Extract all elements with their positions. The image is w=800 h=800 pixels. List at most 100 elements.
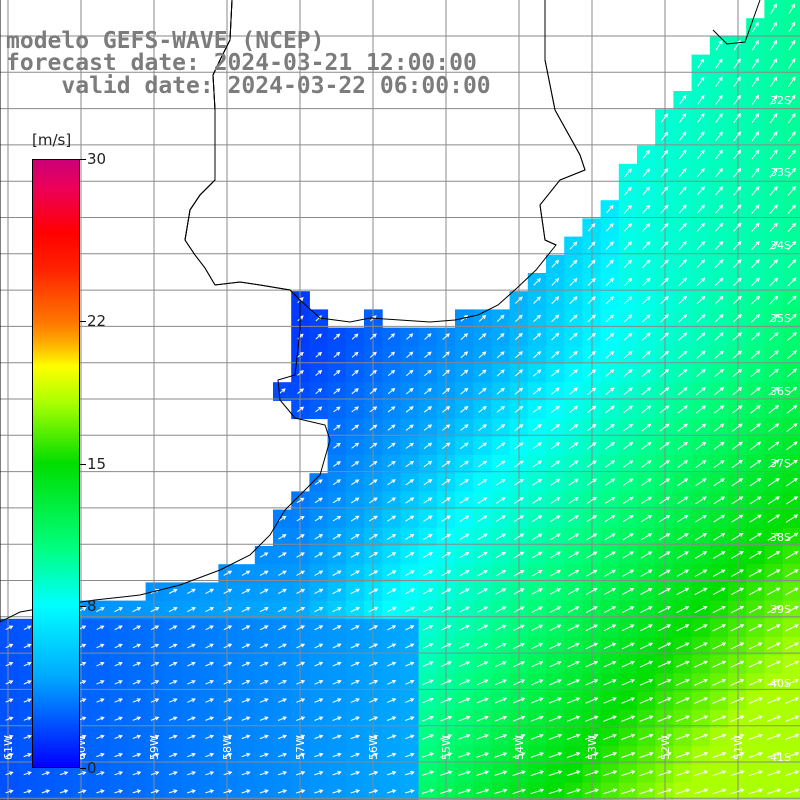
wind-arrow (697, 76, 705, 87)
wind-arrow (205, 661, 215, 667)
wind-arrow (677, 441, 689, 450)
wind-arrow (150, 752, 160, 758)
wind-arrow (440, 661, 452, 668)
colorbar-tick-mark (80, 463, 86, 465)
wind-arrow (769, 58, 778, 69)
wind-arrow (514, 405, 524, 413)
lon-label: 51W (732, 735, 745, 760)
wind-arrow (476, 752, 490, 758)
wind-arrow (657, 678, 672, 686)
wind-arrow (241, 607, 251, 613)
wind-arrow (496, 442, 506, 450)
colorbar-tick-label: 0 (87, 759, 97, 777)
wind-arrow (731, 478, 744, 487)
wind-arrow (187, 588, 196, 595)
wind-arrow (368, 661, 379, 667)
wind-arrow (641, 332, 651, 341)
wind-arrow (496, 405, 505, 413)
wind-arrow (550, 442, 561, 450)
wind-arrow (459, 460, 469, 468)
wind-arrow (603, 606, 617, 614)
wind-arrow (715, 40, 723, 51)
wind-arrow (695, 387, 706, 396)
wind-arrow (530, 752, 544, 758)
wind-arrow (369, 351, 377, 358)
wind-arrow (623, 277, 633, 287)
wind-arrow (604, 533, 616, 541)
wind-arrow (786, 478, 798, 487)
wind-arrow (423, 479, 433, 486)
wind-arrow (386, 588, 397, 595)
wind-arrow (333, 406, 341, 413)
wind-arrow (787, 277, 797, 287)
wind-arrow (96, 789, 105, 794)
wind-arrow (676, 606, 690, 614)
wind-arrow (296, 552, 305, 558)
wind-arrow (641, 423, 652, 432)
wind-arrow (404, 570, 415, 577)
wind-arrow (132, 643, 142, 649)
wind-arrow (715, 131, 723, 142)
wind-arrow (351, 388, 359, 395)
wind-arrow (495, 515, 506, 522)
wind-arrow (787, 222, 797, 232)
wind-arrow (694, 606, 708, 614)
wind-arrow (642, 149, 650, 160)
wind-arrow (277, 771, 288, 776)
wind-arrow (530, 715, 544, 722)
wind-arrow (733, 76, 741, 87)
wind-arrow (787, 313, 797, 323)
wind-arrow (241, 734, 251, 740)
wind-arrow (350, 752, 360, 758)
wind-arrow (387, 369, 396, 377)
wind-arrow (677, 514, 689, 523)
wind-arrow (368, 771, 379, 776)
wind-arrow (423, 552, 433, 559)
wind-arrow (296, 625, 306, 631)
lon-label: 56W (367, 735, 380, 760)
wind-arrow (695, 441, 707, 450)
wind-arrow (767, 605, 781, 614)
wind-arrow (712, 715, 727, 722)
wind-arrow (675, 660, 690, 668)
wind-arrow (495, 642, 507, 650)
wind-arrow (168, 643, 178, 649)
wind-arrow (549, 624, 562, 632)
wind-arrow (550, 423, 561, 432)
wind-arrow (678, 259, 687, 269)
wind-arrow (223, 789, 233, 794)
wind-arrow (551, 332, 560, 341)
wind-arrow (477, 515, 488, 522)
wind-arrow (732, 295, 742, 305)
wind-arrow (441, 551, 452, 559)
wind-arrow (603, 751, 618, 759)
wind-arrow (660, 259, 669, 269)
wind-arrow (696, 368, 706, 378)
wind-arrow (459, 588, 470, 595)
wind-arrow (749, 569, 763, 578)
wind-arrow (660, 277, 669, 287)
wind-arrow (769, 204, 778, 214)
wind-arrow (676, 533, 689, 541)
wind-arrow (676, 587, 690, 596)
wind-arrow (512, 788, 526, 795)
wind-arrow (714, 259, 724, 269)
wind-arrow (241, 680, 251, 685)
wind-arrow (658, 533, 671, 541)
wind-arrow (405, 625, 415, 631)
wind-arrow (697, 58, 705, 69)
wind-arrow (368, 570, 379, 577)
wind-arrow (405, 771, 415, 776)
wind-arrow (568, 551, 580, 559)
wind-arrow (660, 167, 669, 178)
wind-arrow (205, 680, 215, 685)
wind-arrow (659, 478, 671, 487)
wind-arrow (750, 441, 762, 451)
wind-arrow (587, 369, 597, 377)
wind-arrow (314, 497, 323, 504)
wind-arrow (259, 698, 269, 703)
wind-arrow (713, 532, 726, 541)
wind-arrow (259, 680, 269, 685)
wind-arrow (769, 167, 778, 178)
